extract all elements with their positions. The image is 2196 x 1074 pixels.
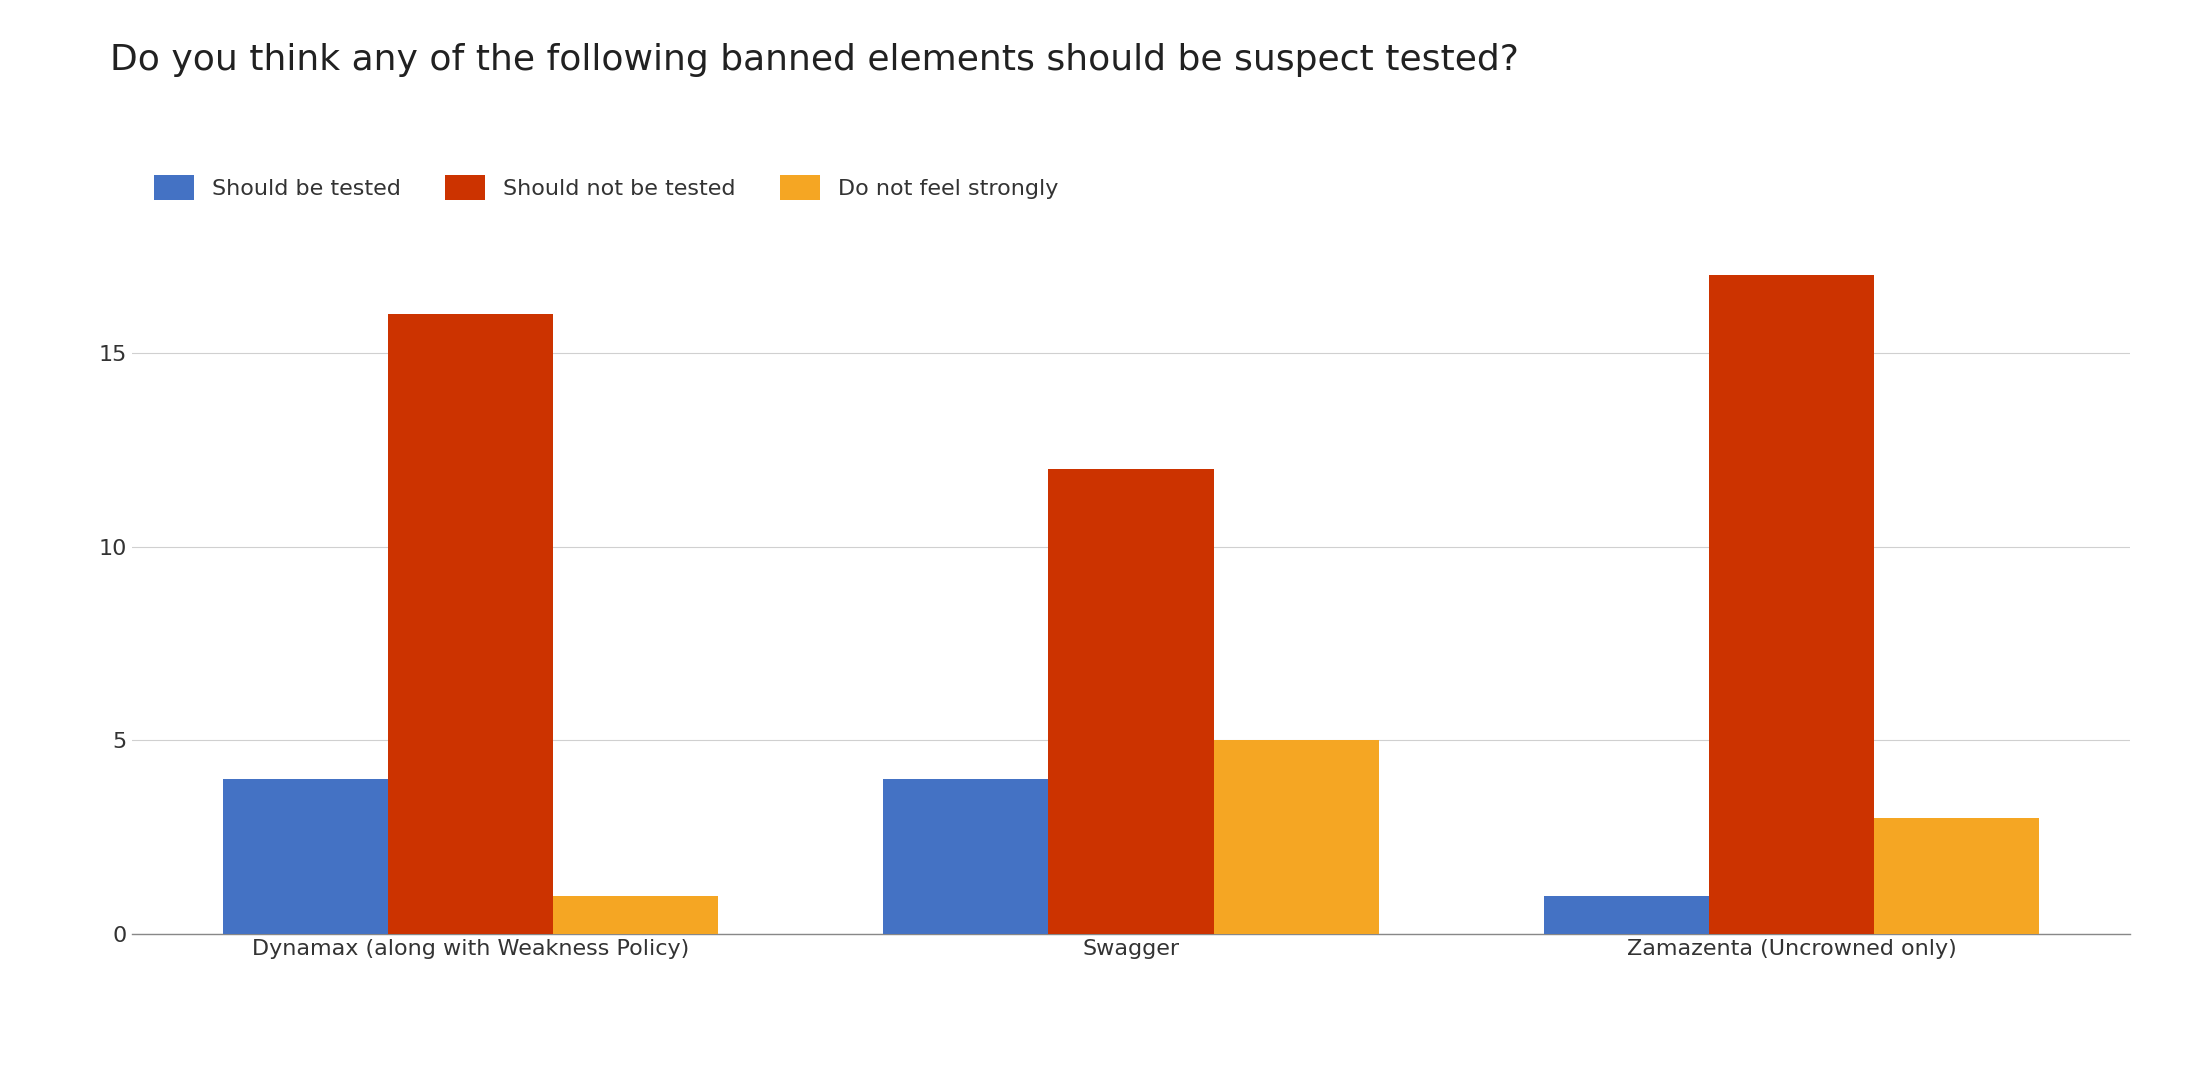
- Bar: [1544, 896, 1708, 934]
- Bar: [1214, 740, 1379, 934]
- Bar: [1708, 275, 1873, 934]
- Bar: [1047, 469, 1214, 934]
- Bar: [553, 896, 718, 934]
- Text: Do you think any of the following banned elements should be suspect tested?: Do you think any of the following banned…: [110, 43, 1520, 77]
- Bar: [1873, 818, 2040, 934]
- Legend: Should be tested, Should not be tested, Do not feel strongly: Should be tested, Should not be tested, …: [143, 163, 1069, 212]
- Bar: [883, 780, 1047, 934]
- Bar: [222, 780, 389, 934]
- Bar: [389, 314, 553, 934]
